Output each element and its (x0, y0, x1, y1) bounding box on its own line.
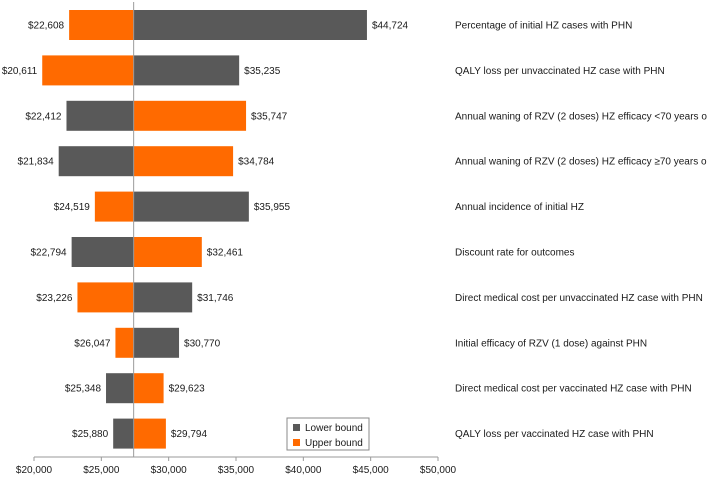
bar-low-upper (77, 282, 134, 313)
bar-row: $22,608 $44,724 Percentage of initial HZ c… (28, 10, 632, 40)
bar-value-low: $26,047 (74, 338, 111, 349)
x-tick-label: $45,000 (353, 465, 390, 476)
bar-row: $26,047 $30,770 Initial efficacy of RZV (1… (74, 327, 647, 358)
bar-low-lower (71, 237, 134, 267)
bar-value-high: $30,770 (184, 338, 221, 349)
bar-value-high: $35,955 (254, 202, 291, 213)
legend-label-upper: Upper bound (305, 438, 363, 449)
bar-high-upper (133, 373, 164, 404)
x-tick-label: $20,000 (16, 465, 53, 476)
bar-value-low: $23,226 (36, 293, 73, 304)
bar-high-upper (133, 237, 202, 267)
legend-box (286, 417, 370, 451)
bar-low-upper (42, 55, 134, 86)
parameter-label: Discount rate for outcomes (455, 248, 575, 259)
bar-row: $25,348 $29,623 Direct medical cost per va… (65, 373, 692, 404)
parameter-label: QALY loss per unvaccinated HZ case with … (455, 66, 665, 77)
bar-value-low: $24,519 (54, 202, 91, 213)
parameter-label: Direct medical cost per unvaccinated HZ … (455, 293, 703, 304)
bar-value-low: $22,412 (25, 111, 62, 122)
parameter-label: Annual waning of RZV (2 doses) HZ effica… (455, 111, 707, 122)
bar-value-high: $35,747 (251, 111, 288, 122)
bar-row: $23,226 $31,746 Direct medical cost per un… (36, 282, 703, 313)
bar-high-lower (133, 10, 367, 40)
bar-low-lower (106, 373, 134, 404)
bar-row: $24,519 $35,955 Annual incidence of initia… (54, 191, 584, 222)
bar-value-low: $25,348 (65, 384, 102, 395)
bar-row: $22,412 $35,747 Annual waning of RZV (2 do… (25, 100, 707, 131)
bar-value-high: $29,794 (171, 429, 208, 440)
bar-value-high: $29,623 (169, 384, 206, 395)
bar-value-low: $25,880 (72, 429, 109, 440)
bar-low-lower (58, 146, 134, 177)
bar-row: $21,834 $34,784 Annual waning of RZV (2 do… (18, 146, 707, 177)
bar-value-low: $22,794 (30, 248, 67, 259)
bar-high-lower (133, 327, 180, 358)
bar-value-high: $44,724 (372, 21, 409, 32)
bar-row: $22,794 $32,461 Discount rate for outcomes (30, 237, 575, 267)
legend-swatch-upper (293, 439, 300, 446)
bar-value-high: $31,746 (197, 293, 234, 304)
bar-row: $25,880 $29,794 QALY loss per vaccinated H… (72, 418, 654, 449)
bar-high-lower (133, 55, 240, 86)
bar-value-high: $32,461 (207, 248, 244, 259)
bar-low-upper (94, 191, 134, 222)
x-axis: $20,000 $25,000 $30,000 $35,000 $40,000 $45,0… (16, 2, 457, 476)
bar-row: $20,611 $35,235 QALY loss per unvaccinated… (2, 55, 665, 86)
bar-high-lower (133, 282, 193, 313)
bars-layer: $22,608 $44,724 Percentage of initial HZ c… (2, 10, 707, 449)
bar-value-high: $34,784 (238, 157, 275, 168)
bar-low-lower (66, 100, 134, 131)
parameter-label: Annual waning of RZV (2 doses) HZ effica… (455, 157, 707, 168)
bar-value-high: $35,235 (244, 66, 281, 77)
legend: Lower bound Upper bound (286, 417, 370, 451)
bar-value-low: $21,834 (18, 157, 55, 168)
x-tick-label: $30,000 (151, 465, 188, 476)
bar-value-low: $22,608 (28, 21, 65, 32)
parameter-label: QALY loss per vaccinated HZ case with PH… (455, 429, 654, 440)
parameter-label: Initial efficacy of RZV (1 dose) against… (455, 338, 647, 349)
bar-high-lower (133, 191, 249, 222)
bar-high-upper (133, 418, 166, 449)
x-tick-label: $35,000 (218, 465, 255, 476)
x-tick-label: $50,000 (420, 465, 457, 476)
parameter-label: Annual incidence of initial HZ (455, 202, 584, 213)
legend-label-lower: Lower bound (305, 423, 363, 434)
x-tick-label: $40,000 (285, 465, 322, 476)
legend-swatch-lower (293, 424, 300, 431)
bar-high-upper (133, 146, 234, 177)
bar-low-upper (115, 327, 134, 358)
parameter-label: Percentage of initial HZ cases with PHN (455, 21, 632, 32)
parameter-label: Direct medical cost per vaccinated HZ ca… (455, 384, 692, 395)
bar-high-upper (133, 100, 247, 131)
x-tick-label: $25,000 (83, 465, 120, 476)
bar-low-upper (69, 10, 134, 40)
bar-low-lower (113, 418, 134, 449)
bar-value-low: $20,611 (2, 66, 38, 77)
